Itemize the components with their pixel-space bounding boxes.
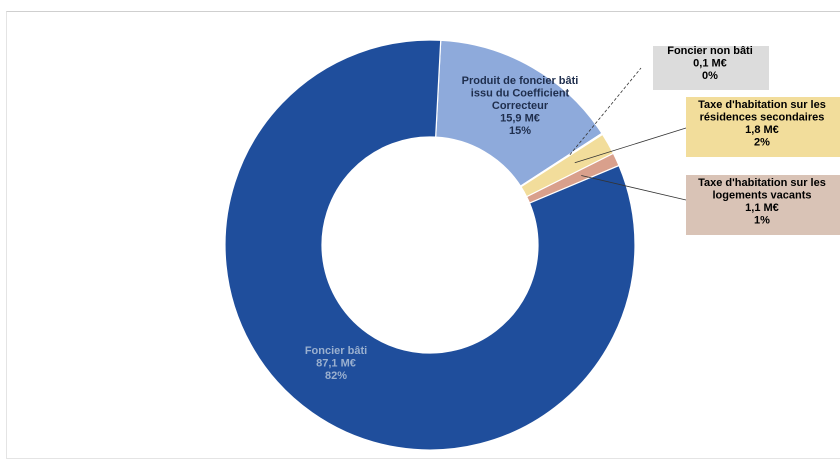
slice-label-text: Produit de foncier bâti: [462, 75, 579, 87]
leader-line-3: [581, 175, 687, 201]
label-box-1: [653, 46, 769, 90]
label-box-3: [686, 175, 840, 235]
slice-amount: 87,1 M€: [316, 358, 356, 370]
slice-label-text: logements vacants: [712, 190, 811, 202]
slice-amount: 0,1 M€: [693, 58, 727, 70]
label-box-2: [686, 97, 840, 157]
donut-slices: [224, 39, 636, 451]
slice-amount: 1,1 M€: [745, 202, 779, 214]
slice-produit-de-foncier-ba-ti-0: [435, 39, 603, 188]
slice-label-text: Taxe d'habitation sur les: [698, 99, 826, 111]
slice-amount: 15,9 M€: [500, 113, 540, 125]
slice-foncier-ba-ti-4: [224, 39, 636, 451]
slice-percent: 15%: [509, 125, 531, 137]
slice-label-text: Correcteur: [492, 100, 549, 112]
slice-label-text: résidences secondaires: [700, 112, 825, 124]
slice-label-text: Foncier bâti: [305, 345, 367, 357]
slice-label-text: Foncier non bâti: [667, 45, 753, 57]
slice-percent: 82%: [325, 370, 347, 382]
leader-line-2: [574, 127, 687, 164]
leader-lines: [569, 67, 687, 201]
leader-line-1: [569, 67, 642, 155]
slice-amount: 1,8 M€: [745, 124, 779, 136]
slice-percent: 1%: [754, 215, 770, 227]
slice-percent: 2%: [754, 137, 770, 149]
chart-frame: [6, 11, 840, 459]
slice-label-text: Taxe d'habitation sur les: [698, 177, 826, 189]
slice-label-text: issu du Coefficient: [471, 88, 570, 100]
slice-percent: 0%: [702, 70, 718, 82]
